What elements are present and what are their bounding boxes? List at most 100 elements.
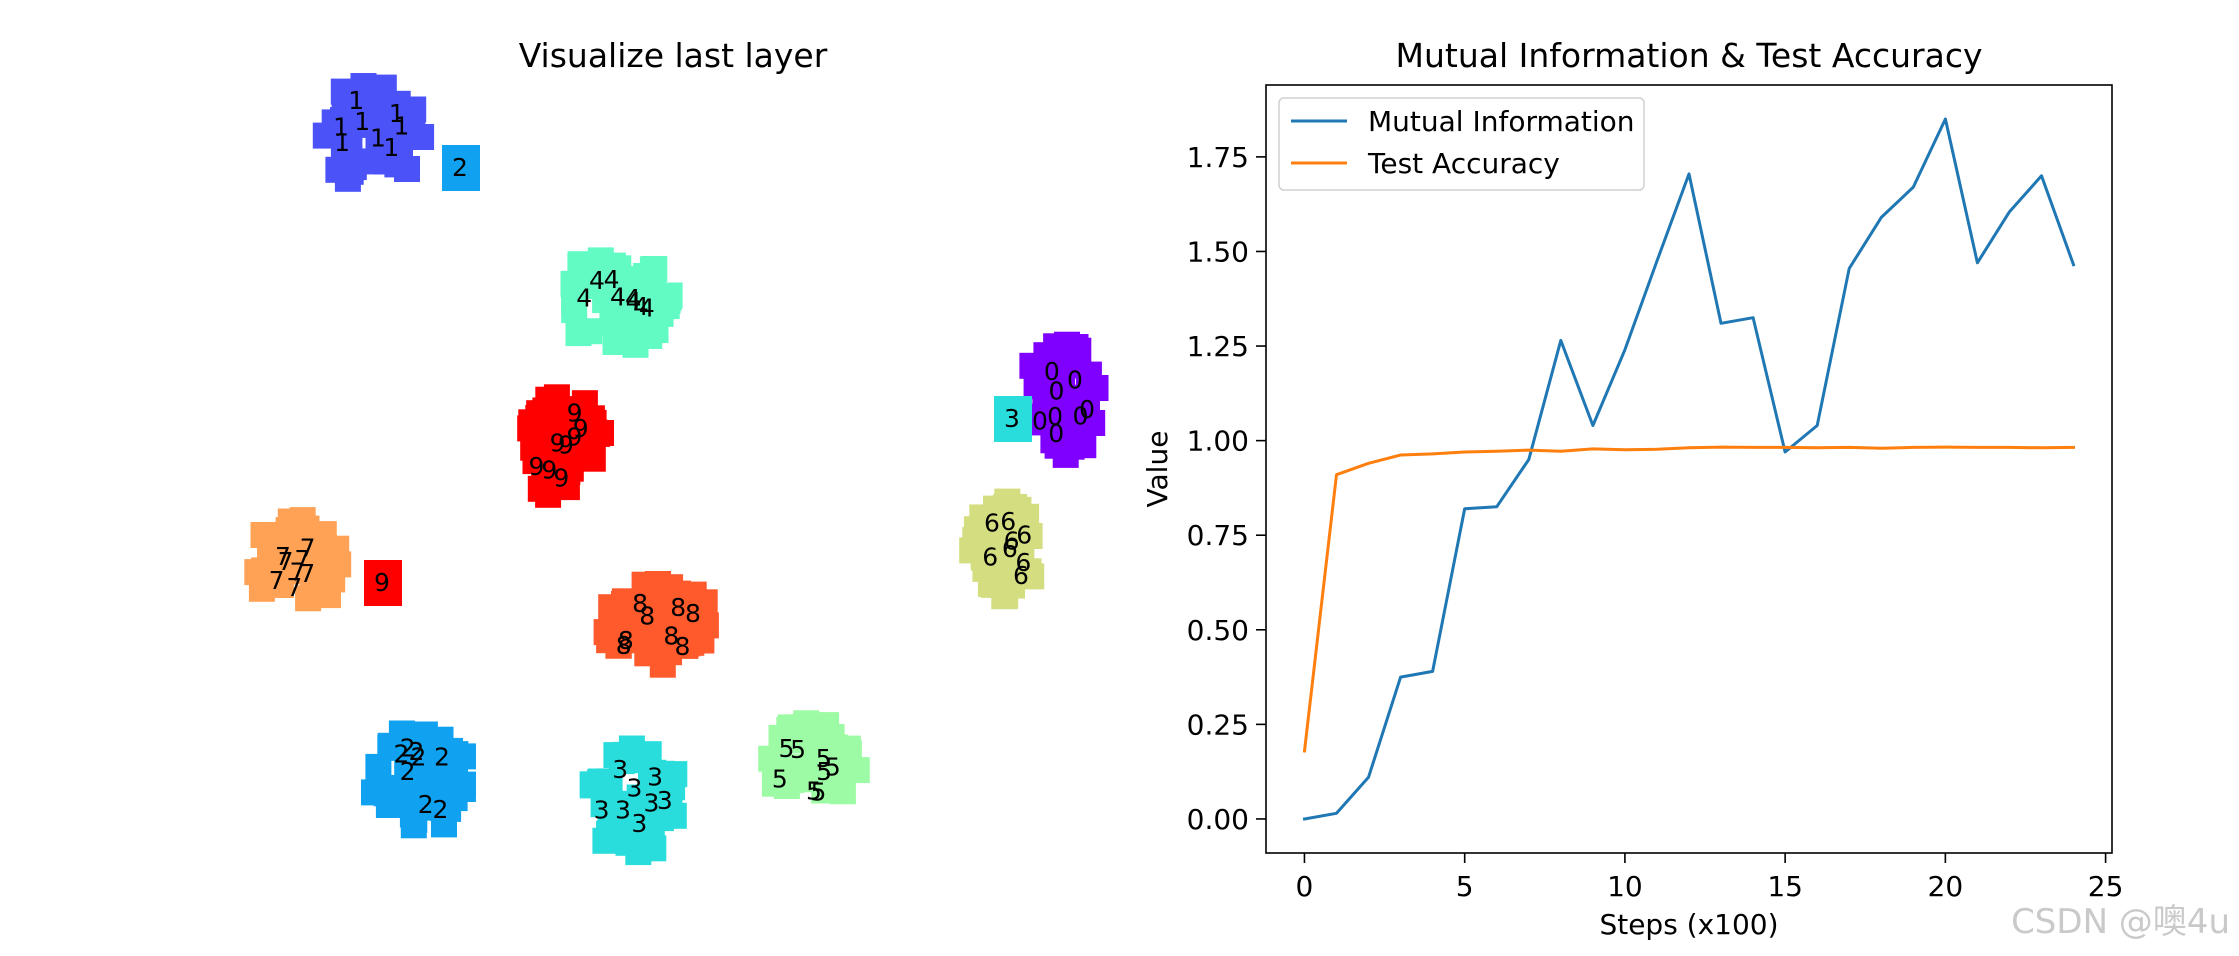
cluster-point-0	[1033, 350, 1060, 377]
cluster-point-4	[656, 282, 683, 309]
cluster-digit-label-5: 5	[772, 765, 788, 794]
cluster-digit-label-8: 8	[618, 626, 634, 655]
x-tick-label: 10	[1607, 870, 1643, 903]
cluster-digit-label-5: 5	[811, 778, 827, 807]
y-tick-label: 1.25	[1187, 330, 1249, 363]
cluster-digit-label-8: 8	[616, 631, 632, 660]
cluster-point-1	[340, 154, 367, 181]
cluster-digit-label-1: 1	[334, 128, 350, 157]
cluster-point-2	[400, 812, 427, 839]
x-tick-label: 0	[1296, 870, 1314, 903]
legend-label-mutual-information: Mutual Information	[1368, 105, 1635, 138]
cluster-digit-label-9: 9	[558, 431, 574, 460]
cluster-digit-label-6: 6	[1013, 561, 1029, 590]
plot-frame	[1265, 84, 2113, 854]
cluster-point-8	[691, 589, 718, 616]
x-tick-label: 25	[2088, 870, 2124, 903]
cluster-digit-label-0: 0	[1067, 366, 1083, 395]
cluster-digit-label-2: 2	[400, 734, 416, 763]
cluster-point-3	[648, 760, 675, 787]
cluster-point-1	[370, 74, 397, 101]
cluster-digit-label-7: 7	[278, 547, 294, 576]
cluster-digit-label-9: 9	[567, 399, 583, 428]
cluster-digit-label-8: 8	[670, 593, 686, 622]
cluster-digit-label-1: 1	[333, 113, 349, 142]
cluster-point-7	[248, 575, 275, 602]
cluster-point-1	[365, 136, 392, 163]
cluster-digit-label-9: 9	[541, 456, 557, 485]
cluster-digit-label-5: 5	[825, 752, 841, 781]
legend-box	[1278, 97, 1645, 191]
series-line-test-accuracy	[1302, 445, 2076, 753]
cluster-digit-label-3: 3	[594, 796, 610, 825]
cluster-point-8	[634, 640, 661, 667]
cluster-digit-label-2: 2	[400, 757, 416, 786]
cluster-digit-label-2: 2	[393, 740, 409, 769]
cluster-digit-label-6: 6	[1004, 527, 1020, 556]
y-tick-label: 0.25	[1187, 708, 1249, 741]
cluster-point-4	[561, 287, 587, 314]
cluster-digit-label-3: 3	[657, 786, 673, 815]
cluster-digit-label-0: 0	[1048, 419, 1064, 448]
cluster-point-5	[833, 755, 860, 782]
watermark: CSDN @噢4u	[2011, 902, 2230, 942]
cluster-point-3	[587, 768, 614, 795]
x-axis-label: Steps (x100)	[1599, 908, 1778, 941]
series-line-mutual-information	[1302, 117, 2076, 821]
cluster-digit-label-1: 1	[348, 86, 364, 115]
cluster-digit-label-7: 7	[300, 534, 316, 563]
cluster-point-7	[304, 550, 331, 577]
cluster-digit-label-3: 3	[631, 809, 647, 838]
cluster-point-0	[1039, 396, 1065, 422]
series-lines	[1302, 117, 2076, 821]
cluster-point-9	[525, 405, 552, 431]
scatter-title: Visualize last layer	[519, 36, 828, 75]
cluster-digit-label-9: 9	[529, 452, 545, 481]
cluster-digit-label-0: 0	[1047, 402, 1063, 431]
cluster-digit-label-6: 6	[1015, 548, 1031, 577]
cluster-digit-label-0: 0	[1032, 407, 1048, 436]
line-chart-title: Mutual Information & Test Accuracy	[1396, 36, 1983, 75]
cluster-digit-label-7: 7	[286, 573, 302, 602]
cluster-point-4	[623, 276, 650, 303]
cluster-digit-label-5: 5	[779, 734, 795, 763]
cluster-digit-label-4: 4	[589, 266, 605, 295]
outlier-point-2	[442, 145, 480, 191]
x-tick-label: 5	[1456, 870, 1474, 903]
cluster-digit-label-9: 9	[567, 423, 583, 452]
cluster-point-4	[576, 318, 603, 345]
cluster-digit-label-8: 8	[675, 632, 691, 661]
cluster-point-4	[589, 272, 616, 299]
cluster-digit-label-1: 1	[354, 107, 370, 136]
cluster-point-8	[692, 612, 719, 639]
cluster-digit-label-2: 2	[432, 795, 448, 824]
cluster-digit-label-0: 0	[1079, 395, 1095, 424]
cluster-point-2	[365, 753, 392, 780]
cluster-point-5	[776, 716, 803, 743]
outlier-digit-label-3: 3	[1004, 404, 1020, 433]
cluster-point-3	[615, 829, 642, 856]
cluster-point-2	[388, 720, 415, 747]
outlier-point-3	[994, 396, 1032, 442]
cluster-digit-label-9: 9	[573, 414, 589, 443]
cluster-digit-label-7: 7	[290, 557, 306, 586]
cluster-point-9	[548, 459, 575, 486]
outlier-point-9	[364, 560, 402, 606]
y-tick-label: 0.00	[1187, 803, 1249, 836]
cluster-digit-label-2: 2	[418, 790, 434, 819]
cluster-point-5	[811, 777, 838, 804]
cluster-point-9	[578, 423, 605, 449]
cluster-digit-label-7: 7	[299, 559, 315, 588]
cluster-digit-label-7: 7	[294, 545, 310, 574]
cluster-point-8	[657, 574, 684, 601]
cluster-digit-label-4: 4	[639, 293, 655, 322]
cluster-digit-label-4: 4	[626, 287, 642, 316]
cluster-point-9	[579, 445, 606, 472]
cluster-digit-label-0: 0	[1044, 357, 1060, 386]
cluster-point-5	[810, 755, 837, 782]
cluster-digit-label-4: 4	[604, 265, 620, 294]
cluster-point-7	[295, 585, 322, 612]
cluster-digit-label-6: 6	[1016, 521, 1032, 550]
